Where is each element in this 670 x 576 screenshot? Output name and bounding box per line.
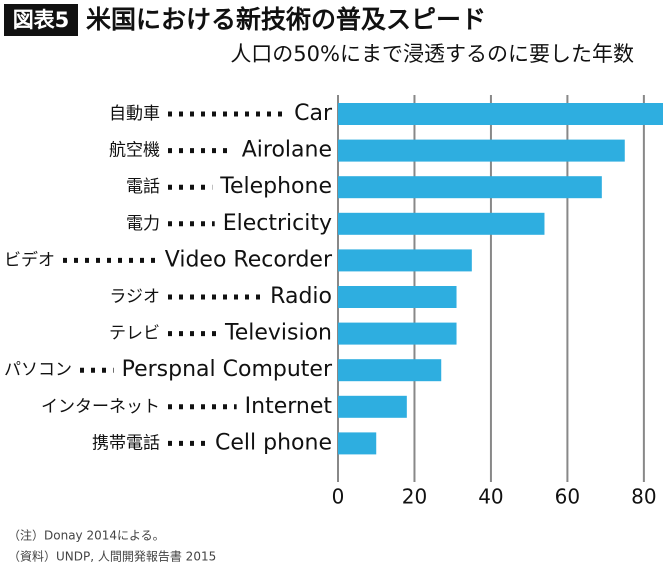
- y-label-ja: 携帯電話: [92, 433, 160, 453]
- y-label-ja: 電力: [126, 214, 160, 234]
- y-label-ja: インターネット: [41, 397, 160, 417]
- y-label-ja: テレビ: [109, 324, 160, 344]
- y-label-ja: 航空機: [109, 141, 160, 161]
- y-label-en: Car: [294, 101, 333, 126]
- bar: [338, 212, 545, 235]
- y-label-ja: 自動車: [109, 104, 160, 124]
- y-label-en: Television: [224, 321, 332, 346]
- y-label-en: Airolane: [242, 138, 332, 163]
- bar: [338, 395, 407, 418]
- y-label-en: Electricity: [223, 211, 332, 236]
- chart-title: 米国における新技術の普及スピード: [86, 5, 486, 34]
- note: （注）Donay 2014による。: [8, 528, 165, 543]
- bar: [338, 103, 663, 125]
- bar: [338, 432, 377, 455]
- badge-bg: [4, 4, 78, 36]
- y-label-en: Radio: [270, 284, 332, 309]
- y-label-en: Cell phone: [215, 430, 332, 455]
- y-label-ja: ビデオ: [4, 249, 55, 270]
- y-label-en: Telephone: [219, 174, 332, 199]
- x-tick-label: 0: [332, 485, 345, 509]
- chart-subtitle: 人口の50%にまで浸透するのに要した年数: [230, 42, 634, 66]
- y-label-en: Internet: [245, 394, 333, 419]
- x-tick-label: 60: [555, 485, 580, 509]
- x-tick-label: 20: [402, 485, 427, 509]
- y-label-ja: ラジオ: [109, 287, 160, 307]
- note: （資料）UNDP, 人間開発報告書 2015: [8, 550, 216, 564]
- x-tick-label: 40: [478, 485, 503, 509]
- badge: 図表5: [13, 8, 70, 32]
- bar: [338, 286, 457, 308]
- bar: [338, 359, 442, 382]
- x-tick-label: 80: [631, 485, 656, 509]
- y-label-ja: 電話: [126, 177, 160, 197]
- bar: [338, 249, 472, 272]
- bar: [338, 176, 602, 199]
- y-label-ja: パソコン: [4, 360, 72, 380]
- y-label-en: Video Recorder: [165, 247, 333, 272]
- bar: [338, 139, 625, 162]
- bar: [338, 322, 457, 345]
- y-label-en: Perspnal Computer: [122, 357, 333, 382]
